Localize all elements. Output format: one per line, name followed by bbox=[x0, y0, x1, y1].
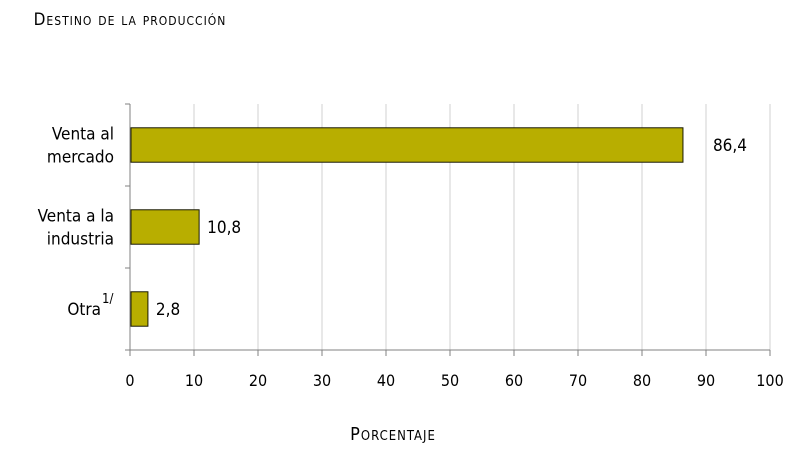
x-axis-title: Porcentaje bbox=[350, 424, 436, 445]
x-tick-label: 40 bbox=[377, 371, 395, 390]
category-label: Venta a la bbox=[38, 207, 114, 227]
x-tick-label: 50 bbox=[441, 371, 459, 390]
data-label: 2,8 bbox=[156, 300, 180, 320]
x-tick-label: 10 bbox=[185, 371, 203, 390]
category-label: Otra bbox=[67, 300, 101, 320]
bar bbox=[130, 291, 149, 327]
bar bbox=[130, 209, 200, 245]
x-tick-label: 20 bbox=[249, 371, 267, 390]
category-label: industria bbox=[47, 230, 114, 250]
category-label: Venta al bbox=[52, 125, 114, 145]
category-label: mercado bbox=[47, 148, 114, 168]
x-tick-label: 90 bbox=[697, 371, 715, 390]
x-tick-label: 60 bbox=[505, 371, 523, 390]
bar bbox=[130, 127, 684, 163]
category-footnote-mark: 1/ bbox=[102, 292, 113, 307]
x-tick-label: 80 bbox=[633, 371, 651, 390]
x-tick-label: 30 bbox=[313, 371, 331, 390]
x-tick-label: 100 bbox=[756, 371, 783, 390]
data-label: 86,4 bbox=[713, 136, 747, 156]
x-tick-label: 70 bbox=[569, 371, 587, 390]
x-tick-label: 0 bbox=[125, 371, 134, 390]
chart-title: Destino de la producción bbox=[33, 10, 227, 30]
data-label: 10,8 bbox=[207, 218, 241, 238]
